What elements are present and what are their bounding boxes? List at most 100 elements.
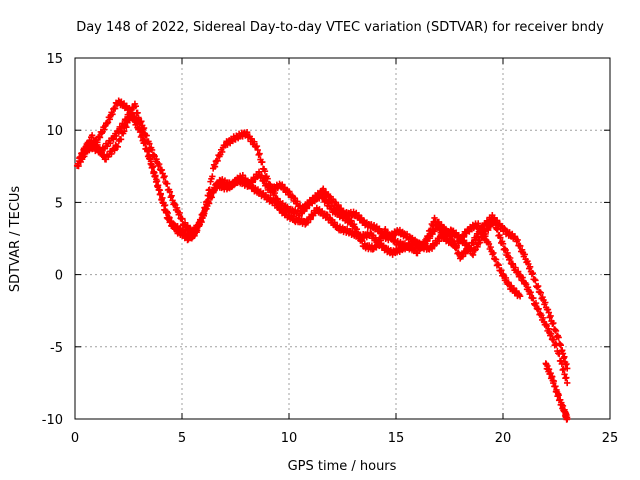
data-point (155, 160, 163, 168)
data-point (255, 168, 263, 175)
data-point (526, 263, 534, 271)
data-point (153, 155, 160, 163)
data-point (331, 219, 338, 226)
data-point (84, 143, 91, 150)
data-point (529, 270, 536, 277)
data-point (173, 204, 181, 212)
data-point (121, 127, 128, 135)
data-point (109, 111, 116, 118)
data-point (519, 274, 526, 281)
data-point (545, 309, 553, 316)
data-point (160, 199, 167, 207)
data-point (427, 226, 435, 233)
data-point (176, 209, 183, 217)
data-point (524, 284, 532, 291)
data-point (544, 306, 552, 313)
data-point (477, 225, 485, 232)
data-point (157, 190, 164, 197)
data-point (148, 146, 156, 154)
data-point (107, 139, 114, 147)
data-point (152, 172, 159, 179)
x-tick-label: 5 (178, 431, 186, 446)
data-point (517, 242, 524, 250)
x-tick-label: 20 (495, 431, 512, 446)
data-point (264, 175, 271, 182)
data-point (117, 136, 125, 143)
data-markers (73, 97, 571, 423)
data-point (335, 201, 342, 209)
data-point (479, 234, 487, 241)
data-point (474, 243, 481, 250)
data-point (504, 249, 511, 257)
chart-title: Day 148 of 2022, Sidereal Day-to-day VTE… (76, 20, 604, 35)
data-point (563, 374, 570, 381)
data-point (555, 334, 562, 341)
data-point (535, 305, 542, 313)
data-point (261, 168, 269, 175)
data-point (557, 342, 564, 349)
x-tick-label: 10 (281, 431, 298, 446)
data-point (482, 230, 489, 238)
data-point (112, 132, 120, 140)
data-point (168, 192, 175, 199)
data-point (552, 327, 560, 335)
data-point (101, 126, 108, 133)
series-track-4 (542, 360, 571, 423)
data-point (172, 223, 180, 230)
data-point (140, 124, 148, 132)
data-point (433, 219, 441, 226)
data-point (179, 215, 186, 222)
y-tick-label: 5 (55, 196, 63, 211)
data-point (94, 141, 101, 149)
data-point (493, 217, 501, 224)
data-point (111, 105, 119, 112)
data-point (114, 143, 121, 150)
data-point (154, 182, 162, 189)
data-point (490, 249, 497, 257)
data-point (353, 225, 360, 233)
data-point (559, 366, 566, 374)
data-point (100, 152, 108, 159)
data-point (475, 220, 482, 227)
data-point (532, 277, 539, 284)
data-point (187, 234, 194, 242)
data-point (495, 262, 502, 269)
data-point (97, 146, 104, 153)
data-point (530, 294, 537, 302)
data-point (96, 134, 104, 141)
data-point (531, 276, 538, 283)
data-point (484, 226, 492, 234)
data-point (537, 289, 545, 296)
data-point (162, 209, 170, 216)
data-point (251, 138, 258, 145)
data-point (545, 325, 552, 332)
y-tick-label: 15 (46, 52, 63, 67)
y-tick-label: 0 (55, 269, 63, 284)
data-point (372, 234, 379, 241)
data-point (512, 264, 519, 271)
data-point (492, 256, 500, 263)
data-point (552, 383, 559, 390)
data-point (158, 166, 166, 174)
data-point (307, 216, 314, 223)
data-point (163, 180, 171, 187)
data-point (211, 163, 219, 170)
data-point (92, 138, 99, 145)
y-tick-label: 10 (46, 124, 63, 139)
data-point (476, 239, 484, 246)
data-point (516, 293, 524, 300)
data-point (197, 218, 205, 225)
data-point (106, 116, 113, 123)
data-point (547, 312, 554, 320)
data-point (502, 274, 510, 282)
data-point (431, 214, 438, 222)
x-tick-label: 15 (388, 431, 405, 446)
data-point (471, 247, 479, 254)
data-point (156, 191, 164, 198)
data-point (210, 188, 217, 195)
series-track-3 (78, 111, 571, 372)
data-point (542, 299, 549, 306)
data-point (499, 240, 507, 247)
data-point (429, 222, 436, 229)
